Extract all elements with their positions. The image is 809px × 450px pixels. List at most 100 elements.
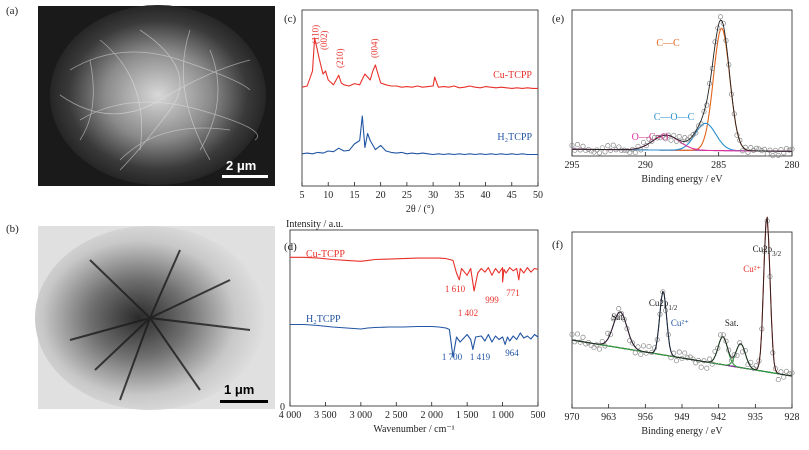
ftir-peak-label: 1 402 <box>458 308 478 318</box>
xrd-frame <box>301 9 539 187</box>
xps-c1s-raw-point <box>577 147 583 153</box>
xps-c1s-component-label: C—O—C <box>654 112 695 123</box>
xps-cu2p-label: Cu²⁺ <box>671 318 689 328</box>
xps-cu2p-raw-point <box>701 358 707 364</box>
xps-c1s-raw-point <box>748 145 754 151</box>
scale-bar-a: 2 μm <box>226 158 256 173</box>
xps-cu2p-raw-point <box>572 339 578 345</box>
xps-c1s-raw-point <box>588 148 594 154</box>
xps-cu2p-raw-point <box>668 355 674 361</box>
xps-c1s-tick-label: 285 <box>711 160 726 171</box>
xps-cu2p-label: Cu²⁺ <box>743 264 761 274</box>
xps-c1s-raw-point <box>662 136 669 142</box>
xps-c1s-raw-point <box>682 135 688 141</box>
xps-cu2p-tick-label: 970 <box>565 412 580 423</box>
xps-cu2p-raw-point <box>778 369 784 375</box>
scale-bar-b: 1 μm <box>224 382 254 397</box>
xps-c1s-raw-point <box>717 14 724 20</box>
xps-c1s-raw-point <box>778 147 784 153</box>
xrd-tick-label: 25 <box>402 190 412 201</box>
xps-cu2p-raw-point <box>596 346 603 352</box>
xps-cu2p-label: Cu2p3/2 <box>753 244 782 258</box>
xps-cu2p-raw-point <box>643 350 649 356</box>
xrd-tick-label: 30 <box>428 190 438 201</box>
xps-cu2p-envelope <box>571 216 793 377</box>
ftir-peak-label: 964 <box>505 348 519 358</box>
xps-cu2p-label-sub: 3/2 <box>772 250 781 258</box>
xps-c1s-frame <box>571 9 793 157</box>
xps-c1s-panel-label: (e) <box>552 13 565 25</box>
xps-c1s-raw-point <box>786 147 792 153</box>
xps-cu2p-raw-point <box>583 341 589 347</box>
xps-cu2p-raw-point <box>602 343 608 349</box>
xps-cu2p-tick-label: 963 <box>601 412 616 423</box>
xps-cu2p-raw-point <box>684 355 691 361</box>
xrd-xlabel: 2θ / (°) <box>406 204 434 215</box>
xps-cu2p-raw-point <box>577 339 583 345</box>
xrd-tick-label: 40 <box>481 190 491 201</box>
xps-cu2p-raw-point <box>574 331 581 337</box>
xps-cu2p-raw-point <box>618 311 625 317</box>
xps-cu2p-raw-point <box>737 340 743 346</box>
xps-c1s-raw-point <box>646 136 652 142</box>
xps-c1s-raw-point <box>654 135 660 141</box>
ftir-tick-label: 4 000 <box>279 410 302 421</box>
xps-c1s-raw-point <box>574 142 581 148</box>
xrd-tick-label: 5 <box>300 190 305 201</box>
xps-cu2p-raw-point <box>698 364 704 370</box>
xps-cu2p-tick-label: 956 <box>638 412 653 423</box>
panel-b-label: (b) <box>6 223 19 235</box>
xps-cu2p-raw-point <box>646 343 652 350</box>
h2tcpp-series <box>301 115 538 156</box>
xrd-peak-label: (210) <box>335 49 345 69</box>
xps-cu2p-raw-point <box>775 377 781 383</box>
xps-c1s-raw-point <box>781 150 787 156</box>
xps-cu2p-raw-point <box>731 352 737 358</box>
panel-a-label: (a) <box>6 5 19 17</box>
xps-c1s-raw-point <box>767 147 773 153</box>
ftir-tick-label: 500 <box>531 410 546 421</box>
xps-c1s-raw-point <box>704 102 710 108</box>
xps-c1s-component-label: C—C <box>656 38 680 49</box>
xps-cu2p-raw-point <box>616 306 622 312</box>
xps-c1s-raw-point <box>772 147 779 153</box>
xps-cu2p-label-sub: 1/2 <box>668 304 677 312</box>
ftir-peak-label: 771 <box>506 288 520 298</box>
xps-c1s-raw-point <box>624 147 630 154</box>
xps-cu2p-raw-point <box>717 332 724 338</box>
xps-c1s-raw-point <box>616 144 622 150</box>
xps-cu2p-panel-label: (f) <box>552 239 563 251</box>
xps-cu2p-label: Sat. <box>611 312 625 322</box>
xrd-peak-label: (110) <box>311 25 321 44</box>
h2tcpp-ir-series <box>290 323 539 358</box>
ftir-tick-label: 2 500 <box>385 410 408 421</box>
xps-c1s-tick-label: 295 <box>565 160 580 171</box>
xps-c1s-raw-point <box>764 151 770 157</box>
xps-c1s-xlabel: Binding energy / eV <box>641 174 723 185</box>
h2tcpp-legend: H₂TCPP <box>497 132 532 143</box>
cu-tcpp-ir-series <box>290 256 539 292</box>
tem-image: 1 μm <box>35 226 275 410</box>
xps-cu2p-tick-label: 935 <box>748 412 763 423</box>
xps-c1s-raw-point <box>632 150 638 156</box>
ftir-peak-label: 1 700 <box>442 352 463 362</box>
xps-c1s-raw-point <box>583 147 589 154</box>
xps-cu2p-raw-point <box>569 331 575 337</box>
xps-c1s-raw-point <box>739 148 746 154</box>
xps-cu2p-raw-point <box>734 352 740 359</box>
xps-cu2p-raw-point <box>706 356 713 362</box>
xps-c1s-raw-point <box>695 123 702 129</box>
xps-cu2p-raw-point <box>673 358 680 364</box>
xps-c1s-raw-point <box>572 147 578 153</box>
xps-cu2p-raw-point <box>682 350 688 356</box>
xrd-tick-label: 45 <box>507 190 517 201</box>
xps-c1s-raw-point <box>591 149 597 155</box>
xps-cu2p-raw-point <box>621 316 627 322</box>
xps-c1s-tick-label: 290 <box>638 160 653 171</box>
ftir-peak-label: 999 <box>485 295 499 305</box>
xps-cu2p-raw-point <box>789 370 795 376</box>
xps-c1s-raw-point <box>599 145 605 151</box>
ftir-peak-label: 1 419 <box>470 352 491 362</box>
xps-cu2p-raw-point <box>704 365 710 371</box>
